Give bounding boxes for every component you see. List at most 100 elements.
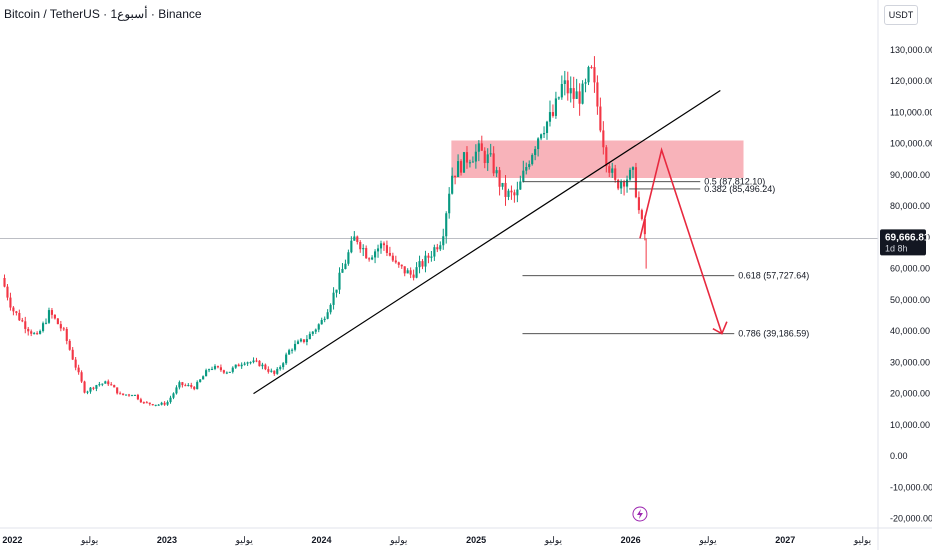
candle-body xyxy=(430,256,433,258)
candle-body xyxy=(462,152,466,173)
candle-body xyxy=(365,248,368,259)
candle-body xyxy=(623,181,626,187)
candle-body xyxy=(548,112,552,122)
time-tick-label: 2023 xyxy=(157,535,177,545)
time-tick-label: يوليو xyxy=(235,535,254,546)
candle-body xyxy=(418,261,421,268)
candle-body xyxy=(3,278,6,287)
candle-body xyxy=(427,255,430,258)
candle-body xyxy=(282,363,285,368)
candle-body xyxy=(222,370,225,373)
candle-body xyxy=(219,367,222,371)
candle-body xyxy=(172,393,175,398)
fib-level-label: 0.382 (85,496.24) xyxy=(704,184,775,194)
candle-body xyxy=(104,381,107,384)
candle-body xyxy=(264,364,267,370)
candle-body xyxy=(379,243,383,249)
candle-body xyxy=(412,274,415,278)
candle-body xyxy=(240,364,243,367)
price-tick-label: 100,000.00 xyxy=(890,139,932,149)
candle-body xyxy=(540,134,543,139)
candle-body xyxy=(77,367,80,373)
fib-level-label: 0.618 (57,727.64) xyxy=(738,271,809,281)
candle-body xyxy=(581,83,584,104)
candle-body xyxy=(498,170,501,187)
time-tick-label: 2024 xyxy=(312,535,332,545)
candle-body xyxy=(625,179,629,187)
resistance-zone-layer xyxy=(451,140,744,178)
candle-body xyxy=(196,382,199,390)
candle-body xyxy=(344,263,347,270)
candle-body xyxy=(605,147,608,167)
candle-body xyxy=(169,397,172,403)
candle-body xyxy=(101,383,104,385)
candle-body xyxy=(575,91,578,99)
candle-body xyxy=(231,367,234,372)
candle-body xyxy=(6,286,9,298)
candle-body xyxy=(113,385,116,388)
candle-body xyxy=(24,321,27,329)
arrow-head xyxy=(712,321,728,335)
candle-body xyxy=(525,167,528,171)
candle-body xyxy=(332,292,335,305)
candle-body xyxy=(534,149,537,156)
price-tick-label: 80,000.00 xyxy=(890,201,930,211)
candle-body xyxy=(356,236,359,243)
lightning-glyph xyxy=(636,509,643,519)
candle-body xyxy=(602,130,605,148)
candle-body xyxy=(56,318,59,325)
price-tick-label: -20,000.00 xyxy=(890,514,932,524)
time-tick-label: يوليو xyxy=(853,535,872,546)
candle-body xyxy=(507,190,510,197)
candle-body xyxy=(285,354,288,364)
price-tick-label: 130,000.00 xyxy=(890,45,932,55)
candle-body xyxy=(190,385,193,387)
candle-body xyxy=(145,402,148,404)
time-tick-label: يوليو xyxy=(698,535,717,546)
candle-body xyxy=(184,385,187,387)
candle-body xyxy=(296,341,300,344)
candle-body xyxy=(163,402,166,405)
trendline xyxy=(253,89,721,395)
price-tick-label: 10,000.00 xyxy=(890,420,930,430)
candle-body xyxy=(569,88,572,94)
time-tick-label: يوليو xyxy=(80,535,99,546)
candle-body xyxy=(12,307,15,312)
candles-layer xyxy=(3,56,647,407)
candle-body xyxy=(237,364,240,367)
candle-body xyxy=(590,67,593,69)
candle-body xyxy=(187,385,190,387)
candle-body xyxy=(406,270,409,274)
candle-body xyxy=(243,363,246,365)
candle-body xyxy=(448,193,451,214)
candle-body xyxy=(92,387,95,389)
candle-body xyxy=(119,393,122,395)
candle-body xyxy=(394,260,397,263)
candle-body xyxy=(620,181,623,189)
price-tick-label: 60,000.00 xyxy=(890,264,930,274)
candle-body xyxy=(522,170,525,182)
candle-body xyxy=(27,328,30,332)
candle-body xyxy=(41,323,45,331)
candle-body xyxy=(311,331,314,334)
candle-body xyxy=(338,272,341,290)
candle-body xyxy=(611,168,614,173)
resistance-zone xyxy=(451,140,744,178)
candle-body xyxy=(376,248,380,252)
candle-body xyxy=(557,97,560,99)
candle-body xyxy=(415,267,418,278)
candle-body xyxy=(157,404,160,406)
candle-body xyxy=(486,154,489,164)
candle-body xyxy=(21,320,24,322)
candle-body xyxy=(53,314,56,319)
price-tick-label: 30,000.00 xyxy=(890,357,930,367)
candle-body xyxy=(107,381,110,385)
candle-body xyxy=(267,369,270,372)
candle-body xyxy=(584,82,587,84)
candle-body xyxy=(501,182,504,187)
currency-button[interactable]: USDT xyxy=(884,5,918,25)
candle-body xyxy=(457,161,460,178)
candle-body xyxy=(643,218,646,235)
